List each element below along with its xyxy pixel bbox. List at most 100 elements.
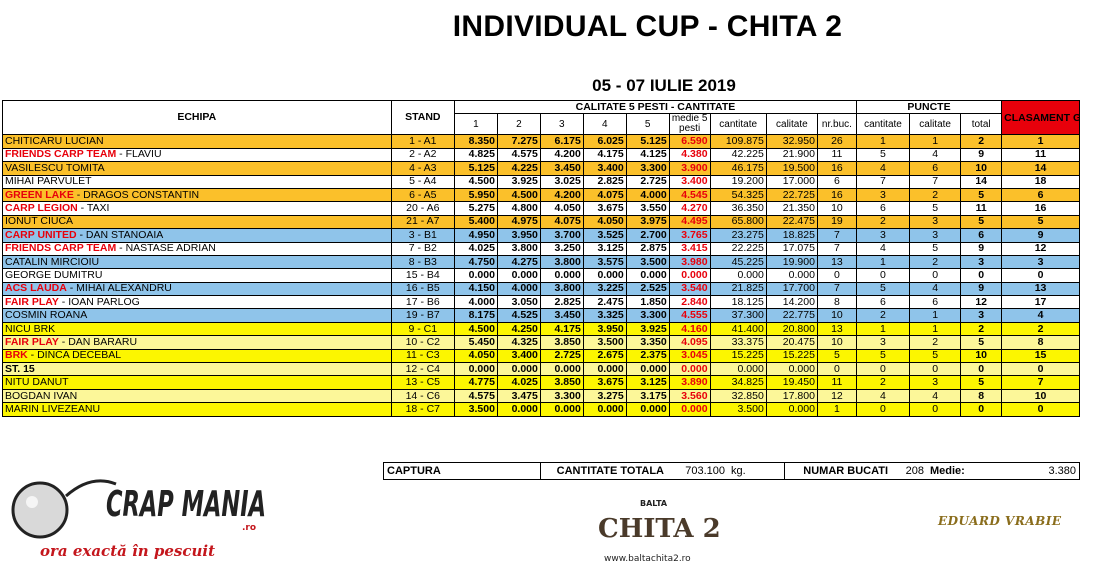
fish-weight-cell: 3.175 xyxy=(625,388,670,404)
nrbuc-cell: 19 xyxy=(816,214,857,230)
clasament-cell: 7 xyxy=(1001,375,1080,390)
puncte-calitate-cell: 6 xyxy=(909,295,962,310)
header-echipa: ECHIPA xyxy=(2,99,392,136)
nrbuc-cell: 16 xyxy=(816,187,857,203)
table-row: COSMIN ROANA 19 - B7 8.175 4.525 3.450 3.325 3… xyxy=(2,308,1080,323)
team-cell: CARP LEGION - TAXI xyxy=(2,201,392,216)
medie-cell: 3.400 xyxy=(668,174,711,189)
fish-weight-cell: 3.300 xyxy=(625,308,670,323)
calitate-cell: 15.225 xyxy=(765,348,818,364)
table-row: CATALIN MIRCIOIU 8 - B3 4.750 4.275 3.800 3.5… xyxy=(2,254,1080,270)
calitate-cell: 17.700 xyxy=(765,281,818,297)
calitate-cell: 17.000 xyxy=(765,174,818,189)
nrbuc-cell: 7 xyxy=(816,241,857,256)
fish-weight-cell: 4.200 xyxy=(539,147,584,163)
fish-weight-cell: 3.525 xyxy=(582,228,627,243)
puncte-calitate-cell: 3 xyxy=(909,228,962,243)
puncte-total-cell: 10 xyxy=(960,348,1003,364)
page-title: INDIVIDUAL CUP - CHITA 2 xyxy=(452,10,843,43)
stand-cell: 9 - C1 xyxy=(390,321,455,337)
captura-label: CAPTURA xyxy=(383,462,541,480)
puncte-calitate-cell: 4 xyxy=(909,147,962,163)
clasament-cell: 14 xyxy=(1001,161,1080,176)
team-cell: GREEN LAKE - DRAGOS CONSTANTIN xyxy=(2,187,392,203)
puncte-calitate-cell: 5 xyxy=(909,241,962,256)
puncte-total-cell: 14 xyxy=(960,174,1003,189)
numar-bucati-label: NUMAR BUCATI xyxy=(784,462,891,480)
puncte-total-cell: 11 xyxy=(960,201,1003,216)
medie-cell: 3.560 xyxy=(668,388,711,404)
team-cell: NITU DANUT xyxy=(2,375,392,390)
clasament-cell: 2 xyxy=(1001,321,1080,337)
fish-weight-cell: 3.250 xyxy=(539,241,584,256)
calitate-cell: 0.000 xyxy=(765,268,818,283)
fish-weight-cell: 4.750 xyxy=(453,254,498,270)
team-cell: FAIR PLAY - IOAN PARLOG xyxy=(2,295,392,310)
header-nrbuc: nr.buc. xyxy=(816,113,857,136)
cantitate-cell: 42.225 xyxy=(709,147,767,163)
puncte-cantitate-cell: 2 xyxy=(855,375,911,390)
fish-weight-cell: 4.525 xyxy=(496,308,541,323)
results-table: ECHIPA STAND CALITATE 5 PESTI - CANTITAT… xyxy=(2,99,1080,417)
puncte-cantitate-cell: 6 xyxy=(855,295,911,310)
calitate-cell: 21.900 xyxy=(765,147,818,163)
puncte-total-cell: 12 xyxy=(960,295,1003,310)
stand-cell: 16 - B5 xyxy=(390,281,455,297)
calitate-cell: 21.350 xyxy=(765,201,818,216)
cantitate-unit: kg. xyxy=(728,462,785,480)
medie-cell: 4.095 xyxy=(668,335,711,350)
club-name: CARP UNITED xyxy=(5,228,77,241)
fish-weight-cell: 0.000 xyxy=(539,268,584,283)
nrbuc-cell: 5 xyxy=(816,348,857,364)
puncte-cantitate-cell: 1 xyxy=(855,254,911,270)
puncte-calitate-cell: 4 xyxy=(909,281,962,297)
fish-weight-cell: 3.475 xyxy=(496,388,541,404)
fish-weight-cell: 2.675 xyxy=(582,348,627,364)
clasament-cell: 9 xyxy=(1001,228,1080,243)
stand-cell: 2 - A2 xyxy=(390,147,455,163)
fish-weight-cell: 4.500 xyxy=(453,321,498,337)
clasament-cell: 13 xyxy=(1001,281,1080,297)
puncte-cantitate-cell: 4 xyxy=(855,388,911,404)
puncte-total-cell: 3 xyxy=(960,308,1003,323)
club-name: GREEN LAKE xyxy=(5,188,74,201)
numar-bucati-value: 208 xyxy=(891,462,927,480)
fish-weight-cell: 2.375 xyxy=(625,348,670,364)
puncte-calitate-cell: 2 xyxy=(909,187,962,203)
table-row: IONUT CIUCA 21 - A7 5.400 4.975 4.075 4.050 3.… xyxy=(2,214,1080,230)
calitate-cell: 22.475 xyxy=(765,214,818,230)
header-puncte-calitate: calitate xyxy=(909,113,962,136)
puncte-total-cell: 2 xyxy=(960,321,1003,337)
puncte-calitate-cell: 1 xyxy=(909,308,962,323)
nrbuc-cell: 7 xyxy=(816,228,857,243)
puncte-calitate-cell: 5 xyxy=(909,348,962,364)
clasament-cell: 12 xyxy=(1001,241,1080,256)
logo-mid-url: www.baltachita2.ro xyxy=(604,554,691,564)
angler-name: - IOAN PARLOG xyxy=(58,295,140,308)
cantitate-totala-value: 703.100 xyxy=(667,462,728,480)
clasament-cell: 6 xyxy=(1001,187,1080,203)
table-row: BRK - DINCA DECEBAL 11 - C3 4.050 3.400 2.72… xyxy=(2,348,1080,364)
fish-weight-cell: 2.725 xyxy=(539,348,584,364)
stand-cell: 8 - B3 xyxy=(390,254,455,270)
puncte-cantitate-cell: 0 xyxy=(855,362,911,377)
nrbuc-cell: 12 xyxy=(816,388,857,404)
cantitate-cell: 3.500 xyxy=(709,402,767,417)
table-row: BOGDAN IVAN 14 - C6 4.575 3.475 3.300 3.275 3.… xyxy=(2,388,1080,404)
nrbuc-cell: 10 xyxy=(816,335,857,350)
clasament-cell: 1 xyxy=(1001,134,1080,149)
cantitate-totala-label: CANTITATE TOTALA xyxy=(540,462,667,480)
angler-name: ST. 15 xyxy=(5,362,35,375)
fish-weight-cell: 3.050 xyxy=(496,295,541,310)
header-medie: medie 5 pesti xyxy=(668,113,711,136)
medie-cell: 3.765 xyxy=(668,228,711,243)
team-cell: MIHAI PARVULET xyxy=(2,174,392,189)
table-row: FRIENDS CARP TEAM - FLAVIU 2 - A2 4.825 4.5… xyxy=(2,147,1080,163)
stand-cell: 20 - A6 xyxy=(390,201,455,216)
fish-weight-cell: 4.175 xyxy=(539,321,584,337)
fish-weight-cell: 3.800 xyxy=(539,254,584,270)
angler-name: - MIHAI ALEXANDRU xyxy=(66,282,172,295)
calitate-cell: 19.500 xyxy=(765,161,818,176)
puncte-calitate-cell: 0 xyxy=(909,268,962,283)
medie-value: 3.380 xyxy=(973,462,1080,480)
